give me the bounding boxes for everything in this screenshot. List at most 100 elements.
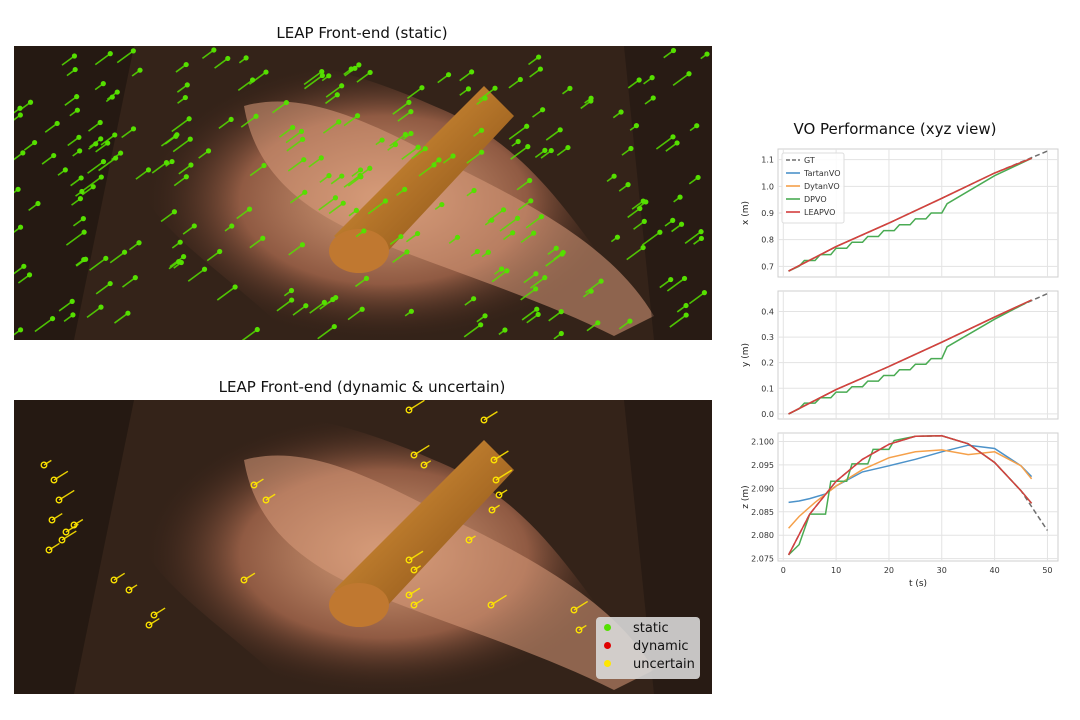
static-keypoint <box>359 306 365 312</box>
static-track <box>98 157 117 172</box>
static-keypoint <box>479 149 485 155</box>
uncertain-keypoint <box>575 626 583 634</box>
static-keypoint <box>559 251 565 257</box>
static-track <box>397 110 412 122</box>
static-keypoint <box>548 147 554 154</box>
static-keypoint <box>636 77 642 83</box>
static-keypoint <box>112 132 118 138</box>
static-keypoint <box>121 249 128 255</box>
static-keypoint <box>514 215 521 221</box>
static-track <box>516 179 531 191</box>
static-keypoint <box>618 109 624 115</box>
static-keypoint <box>300 136 306 142</box>
static-keypoint <box>71 53 78 59</box>
static-keypoint <box>137 67 143 73</box>
static-keypoint <box>670 134 676 140</box>
static-keypoint <box>183 174 189 180</box>
static-keypoint <box>334 92 340 98</box>
uncertain-keypoint <box>50 476 58 484</box>
static-keypoint <box>408 130 414 137</box>
static-keypoint <box>243 55 249 61</box>
static-track <box>171 118 190 133</box>
static-keypoint <box>118 150 124 156</box>
uncertain-track <box>148 617 160 626</box>
static-keypoint <box>80 216 86 222</box>
uncertain-track <box>468 535 476 541</box>
uncertain-keypoint <box>405 556 413 564</box>
static-track <box>411 148 426 160</box>
static-keypoint <box>542 275 548 281</box>
static-keypoint <box>356 62 362 68</box>
x-tick-label: 50 <box>1042 566 1052 575</box>
static-keypoint <box>253 113 259 119</box>
static-keypoint <box>54 120 60 127</box>
static-keypoint <box>114 89 120 95</box>
static-keypoint <box>515 138 521 145</box>
static-track <box>121 277 136 288</box>
static-keypoint <box>498 266 505 272</box>
uncertain-keypoint <box>480 416 488 424</box>
legend-static-label: static <box>633 621 669 636</box>
static-track <box>325 85 343 98</box>
uncertain-keypoint <box>410 451 418 459</box>
static-keypoint <box>471 296 477 302</box>
static-keypoint <box>640 244 646 251</box>
static-panel-title: LEAP Front-end (static) <box>276 24 448 42</box>
static-keypoint <box>415 144 421 150</box>
static-keypoint <box>465 86 472 92</box>
static-keypoint <box>398 233 404 240</box>
static-track <box>288 244 303 256</box>
static-track <box>216 286 236 301</box>
static-keypoint <box>694 123 700 129</box>
uncertain-keypoint <box>262 496 270 504</box>
static-keypoint <box>657 229 663 235</box>
static-keypoint <box>107 51 113 57</box>
y-tick-label: 0.3 <box>761 333 774 342</box>
static-keypoint <box>326 173 332 179</box>
static-keypoint <box>650 95 656 101</box>
static-keypoint <box>489 217 495 223</box>
static-keypoint <box>98 136 104 142</box>
uncertain-track <box>408 587 421 596</box>
static-keypoint <box>77 148 83 154</box>
static-keypoint <box>177 239 183 245</box>
static-track <box>135 169 149 180</box>
static-keypoint <box>339 173 345 179</box>
y-tick-label: 2.095 <box>751 461 774 470</box>
uncertain-keypoint <box>492 476 500 484</box>
static-track <box>347 176 362 187</box>
static-track <box>116 50 134 64</box>
static-keypoint <box>485 249 491 255</box>
static-track <box>356 71 371 83</box>
static-keypoint <box>528 198 534 204</box>
static-track <box>285 130 302 144</box>
static-keypoint <box>74 107 81 113</box>
static-keypoint <box>90 184 96 190</box>
static-keypoint <box>188 162 194 168</box>
static-keypoint <box>17 224 24 230</box>
subplot-0: 0.7 0.8 0.9 1.0 1.1 x (m) GT TartanVO DytanVO DPV… <box>741 148 1059 278</box>
static-keypoint <box>321 299 327 305</box>
static-keypoint <box>614 234 621 240</box>
static-track <box>328 202 344 215</box>
x-axis-label: t (s) <box>909 579 927 589</box>
uncertain-track <box>423 460 432 466</box>
static-keypoint <box>598 278 604 284</box>
legend-label-gt: GT <box>804 156 815 165</box>
static-keypoint <box>357 167 364 173</box>
static-keypoint <box>445 72 452 78</box>
static-keypoint <box>132 275 138 281</box>
static-keypoint <box>130 126 137 132</box>
static-track <box>94 52 111 66</box>
static-keypoint <box>98 174 104 180</box>
static-keypoint <box>637 205 643 212</box>
uncertain-keypoint <box>240 576 248 584</box>
uncertain-keypoint <box>405 591 413 599</box>
uncertain-keypoint <box>58 536 66 544</box>
y-tick-label: 1.0 <box>761 182 774 191</box>
legend-uncertain-label: uncertain <box>633 657 695 672</box>
static-keypoint <box>339 83 345 89</box>
static-keypoint <box>69 298 75 304</box>
uncertain-keypoint <box>55 496 63 504</box>
static-keypoint <box>263 69 269 75</box>
